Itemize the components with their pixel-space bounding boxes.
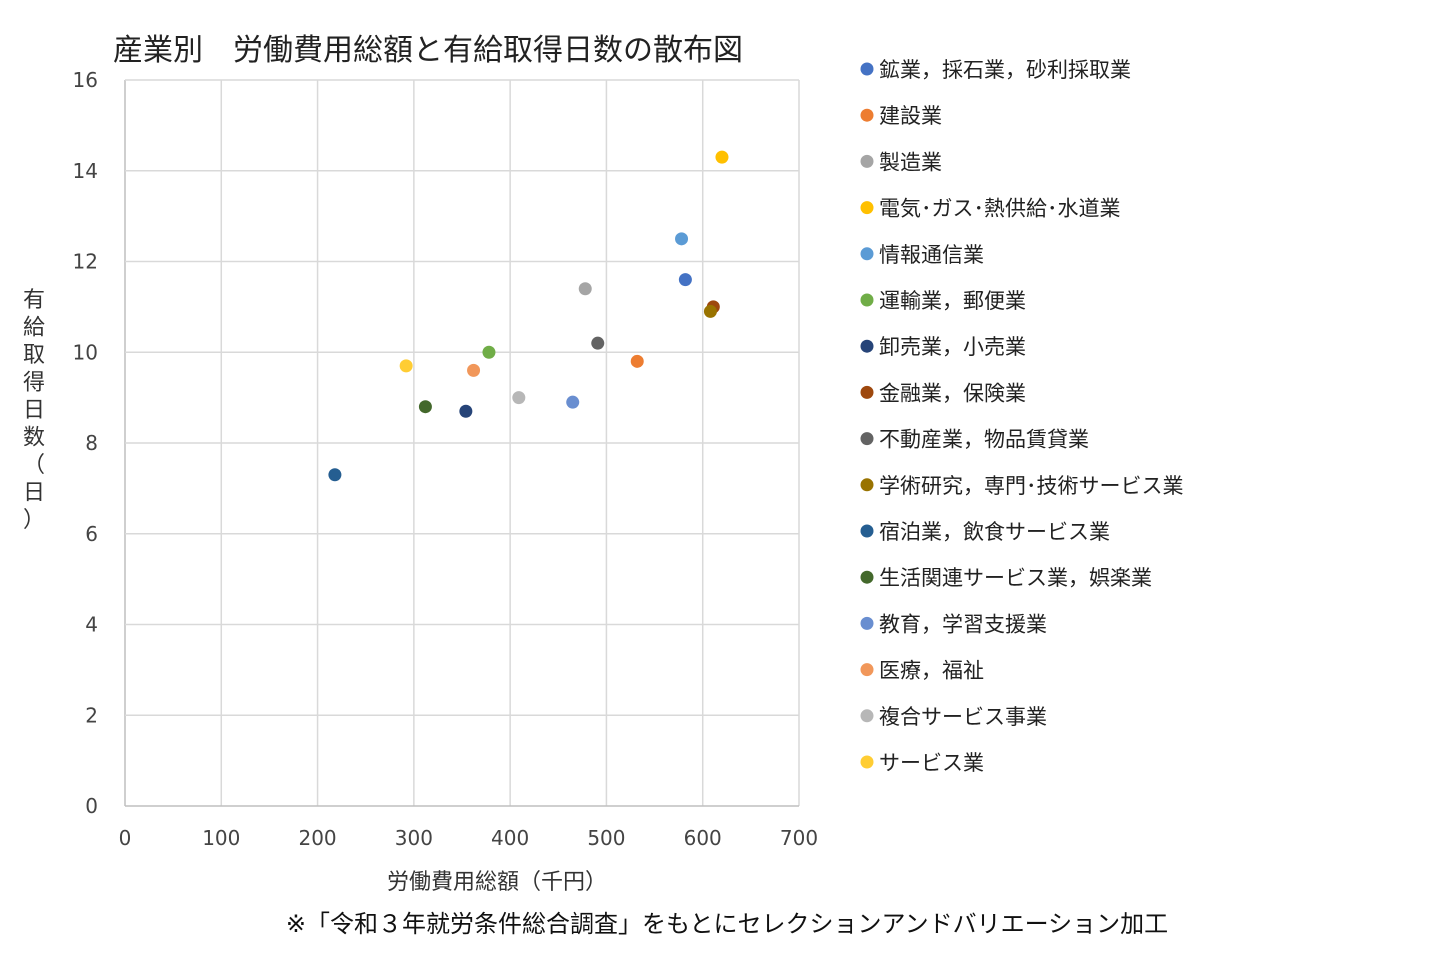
data-point: [418, 400, 432, 414]
y-axis-label-char: 得: [23, 371, 45, 396]
legend-marker: [860, 385, 874, 399]
y-tick-label: 14: [73, 159, 98, 183]
data-point: [399, 359, 413, 373]
legend-marker: [860, 432, 874, 446]
x-axis-ticks: 0 100 200 300 400 500 600 700: [119, 826, 818, 850]
legend-marker: [860, 755, 874, 769]
legend-marker: [860, 247, 874, 261]
data-point: [482, 345, 496, 359]
data-points: [328, 150, 729, 482]
y-axis-label-char: 取: [23, 343, 45, 368]
legend: 鉱業，採石業，砂利採取業建設業製造業電気･ガス･熱供給･水道業情報通信業運輸業，…: [860, 58, 1184, 775]
y-tick-label: 0: [85, 794, 98, 818]
grid: [124, 79, 800, 807]
legend-entry: 宿泊業，飲食サービス業: [879, 520, 1110, 544]
y-tick-label: 8: [85, 431, 98, 455]
y-axis-label-char: 日: [23, 398, 45, 423]
data-point: [678, 273, 692, 287]
y-tick-label: 2: [85, 703, 98, 727]
y-axis-label-char: 日: [23, 481, 45, 506]
legend-entry: 不動産業，物品賃貸業: [879, 428, 1089, 452]
data-point: [578, 282, 592, 296]
x-tick-label: 300: [395, 826, 433, 850]
y-axis-label-char: 給: [23, 316, 45, 341]
legend-entry: 複合サービス事業: [879, 705, 1047, 729]
x-tick-label: 700: [780, 826, 818, 850]
data-point: [715, 150, 729, 164]
y-axis-label-char: 有: [23, 288, 45, 313]
legend-entry: 学術研究，専門･技術サービス業: [879, 474, 1184, 498]
data-point: [703, 304, 717, 318]
legend-marker: [860, 616, 874, 630]
data-point: [675, 232, 689, 246]
x-tick-label: 600: [684, 826, 722, 850]
legend-marker: [860, 154, 874, 168]
legend-marker: [860, 62, 874, 76]
x-tick-label: 200: [298, 826, 336, 850]
y-axis-ticks: 0 2 4 6 8 10 12 14 16: [73, 68, 98, 818]
legend-entry: 運輸業，郵便業: [879, 289, 1026, 313]
data-point: [328, 468, 342, 482]
chart-title: 産業別 労働費用総額と有給取得日数の散布図: [113, 33, 743, 68]
y-axis-label-char: 数: [23, 426, 45, 451]
data-point: [512, 391, 526, 405]
legend-marker: [860, 570, 874, 584]
legend-entry: 鉱業，採石業，砂利採取業: [879, 58, 1131, 82]
legend-entry: 金融業，保険業: [879, 381, 1026, 405]
data-point: [630, 354, 644, 368]
legend-marker: [860, 663, 874, 677]
x-axis-label: 労働費用総額（千円）: [387, 870, 607, 895]
legend-marker: [860, 478, 874, 492]
legend-entry: 医療，福祉: [879, 659, 984, 683]
legend-marker: [860, 201, 874, 215]
y-axis-label-char: ）: [23, 508, 45, 533]
legend-entry: 情報通信業: [879, 243, 984, 267]
legend-marker: [860, 709, 874, 723]
data-point: [467, 363, 481, 377]
y-tick-label: 4: [85, 613, 98, 637]
legend-entry: 電気･ガス･熱供給･水道業: [879, 197, 1121, 221]
y-tick-label: 16: [73, 68, 98, 92]
y-tick-label: 12: [73, 250, 98, 274]
y-axis-label-char: （: [23, 453, 45, 478]
y-tick-label: 10: [73, 340, 98, 364]
x-tick-label: 400: [491, 826, 529, 850]
y-tick-label: 6: [85, 522, 98, 546]
legend-marker: [860, 108, 874, 122]
data-point: [591, 336, 605, 350]
legend-entry: 教育，学習支援業: [879, 612, 1047, 636]
x-tick-label: 500: [587, 826, 625, 850]
legend-entry: サービス業: [879, 751, 984, 775]
legend-marker: [860, 524, 874, 538]
legend-entry: 生活関連サービス業，娯楽業: [879, 566, 1152, 590]
data-point: [566, 395, 580, 409]
legend-marker: [860, 293, 874, 307]
legend-entry: 製造業: [879, 150, 942, 174]
source-note: ※「令和３年就労条件総合調査」をもとにセレクションアンドバリエーション加工: [286, 910, 1168, 938]
x-tick-label: 100: [202, 826, 240, 850]
data-point: [459, 404, 473, 418]
x-tick-label: 0: [119, 826, 132, 850]
legend-entry: 卸売業，小売業: [879, 335, 1026, 359]
y-axis-label: 有給取得日数（日）: [23, 288, 45, 533]
legend-entry: 建設業: [879, 104, 942, 128]
legend-marker: [860, 339, 874, 353]
